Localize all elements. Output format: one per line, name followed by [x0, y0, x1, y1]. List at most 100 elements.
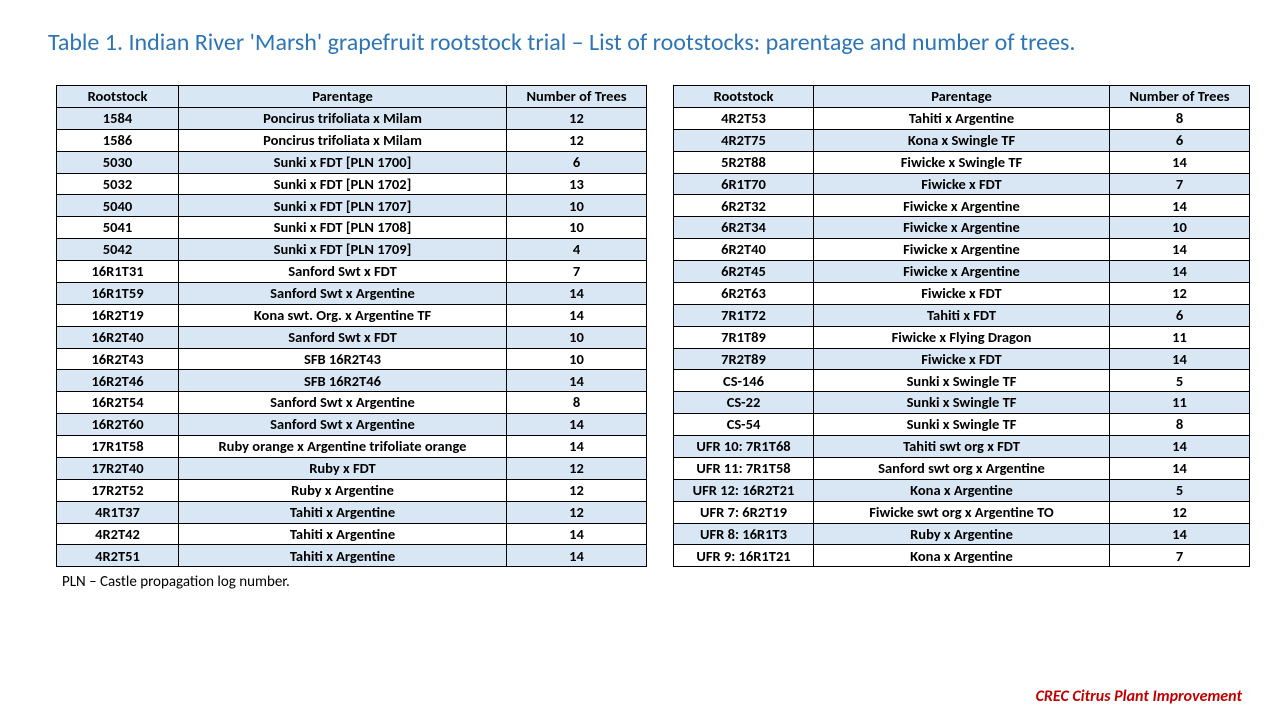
cell-rootstock: 16R2T40: [57, 326, 179, 348]
table-row: 7R1T89Fiwicke x Flying Dragon11: [674, 326, 1250, 348]
cell-rootstock: UFR 11: 7R1T58: [674, 457, 814, 479]
cell-parentage: Tahiti x Argentine: [179, 523, 507, 545]
cell-rootstock: 17R2T40: [57, 457, 179, 479]
table-row: 16R2T46SFB 16R2T4614: [57, 370, 647, 392]
table-header-row: Rootstock Parentage Number of Trees: [674, 86, 1250, 108]
table-row: 5030Sunki x FDT [PLN 1700]6: [57, 151, 647, 173]
cell-rootstock: 16R1T31: [57, 261, 179, 283]
cell-rootstock: UFR 9: 16R1T21: [674, 545, 814, 567]
cell-rootstock: 4R2T51: [57, 545, 179, 567]
table-row: 7R1T72Tahiti x FDT6: [674, 304, 1250, 326]
table-header-row: Rootstock Parentage Number of Trees: [57, 86, 647, 108]
cell-rootstock: UFR 8: 16R1T3: [674, 523, 814, 545]
cell-parentage: Fiwicke swt org x Argentine TO: [814, 501, 1110, 523]
cell-parentage: Sanford Swt x Argentine: [179, 282, 507, 304]
cell-rootstock: 1584: [57, 107, 179, 129]
cell-rootstock: UFR 10: 7R1T68: [674, 436, 814, 458]
cell-rootstock: 17R2T52: [57, 479, 179, 501]
cell-trees: 14: [507, 545, 647, 567]
table-row: 5032Sunki x FDT [PLN 1702]13: [57, 173, 647, 195]
cell-trees: 10: [507, 326, 647, 348]
cell-trees: 14: [507, 370, 647, 392]
cell-parentage: Fiwicke x FDT: [814, 173, 1110, 195]
cell-parentage: SFB 16R2T43: [179, 348, 507, 370]
footnote: PLN – Castle propagation log number.: [62, 573, 1240, 591]
cell-trees: 14: [507, 304, 647, 326]
cell-rootstock: 7R1T89: [674, 326, 814, 348]
cell-rootstock: 4R2T42: [57, 523, 179, 545]
table-row: 5R2T88Fiwicke x Swingle TF14: [674, 151, 1250, 173]
tables-container: Rootstock Parentage Number of Trees 1584…: [56, 85, 1240, 567]
table-row: 6R2T32Fiwicke x Argentine14: [674, 195, 1250, 217]
cell-parentage: Fiwicke x FDT: [814, 282, 1110, 304]
table-row: 4R1T37Tahiti x Argentine12: [57, 501, 647, 523]
cell-rootstock: 6R1T70: [674, 173, 814, 195]
cell-trees: 10: [507, 195, 647, 217]
cell-rootstock: 5041: [57, 217, 179, 239]
cell-trees: 6: [1110, 129, 1250, 151]
table-row: 1586Poncirus trifoliata x Milam12: [57, 129, 647, 151]
cell-rootstock: 16R1T59: [57, 282, 179, 304]
cell-trees: 8: [1110, 414, 1250, 436]
cell-parentage: Sunki x FDT [PLN 1700]: [179, 151, 507, 173]
cell-parentage: Fiwicke x FDT: [814, 348, 1110, 370]
cell-parentage: Sunki x FDT [PLN 1708]: [179, 217, 507, 239]
cell-parentage: Fiwicke x Flying Dragon: [814, 326, 1110, 348]
cell-rootstock: 4R1T37: [57, 501, 179, 523]
cell-rootstock: 7R2T89: [674, 348, 814, 370]
cell-parentage: Fiwicke x Swingle TF: [814, 151, 1110, 173]
table-row: 17R2T40Ruby x FDT12: [57, 457, 647, 479]
cell-parentage: Kona swt. Org. x Argentine TF: [179, 304, 507, 326]
cell-rootstock: 6R2T34: [674, 217, 814, 239]
cell-trees: 10: [507, 217, 647, 239]
cell-parentage: Sunki x FDT [PLN 1707]: [179, 195, 507, 217]
cell-rootstock: 17R1T58: [57, 436, 179, 458]
cell-parentage: Sunki x Swingle TF: [814, 392, 1110, 414]
table-row: 7R2T89Fiwicke x FDT14: [674, 348, 1250, 370]
page-title: Table 1. Indian River 'Marsh' grapefruit…: [48, 28, 1240, 57]
cell-rootstock: 6R2T45: [674, 261, 814, 283]
table-row: 5041Sunki x FDT [PLN 1708]10: [57, 217, 647, 239]
table-row: 4R2T51Tahiti x Argentine14: [57, 545, 647, 567]
cell-parentage: Poncirus trifoliata x Milam: [179, 107, 507, 129]
table-row: UFR 10: 7R1T68Tahiti swt org x FDT14: [674, 436, 1250, 458]
table-row: UFR 9: 16R1T21Kona x Argentine7: [674, 545, 1250, 567]
table-row: 6R2T63Fiwicke x FDT12: [674, 282, 1250, 304]
table-row: UFR 8: 16R1T3Ruby x Argentine14: [674, 523, 1250, 545]
cell-parentage: Sanford Swt x FDT: [179, 326, 507, 348]
cell-rootstock: 16R2T19: [57, 304, 179, 326]
cell-rootstock: 5040: [57, 195, 179, 217]
cell-trees: 12: [1110, 282, 1250, 304]
cell-parentage: Fiwicke x Argentine: [814, 217, 1110, 239]
cell-trees: 14: [1110, 457, 1250, 479]
rootstock-table-right: Rootstock Parentage Number of Trees 4R2T…: [673, 85, 1250, 567]
cell-rootstock: CS-146: [674, 370, 814, 392]
cell-rootstock: UFR 12: 16R2T21: [674, 479, 814, 501]
table-row: 5040Sunki x FDT [PLN 1707]10: [57, 195, 647, 217]
cell-trees: 7: [1110, 173, 1250, 195]
header-parentage: Parentage: [814, 86, 1110, 108]
cell-parentage: Sunki x FDT [PLN 1709]: [179, 239, 507, 261]
cell-trees: 12: [507, 129, 647, 151]
cell-parentage: Sunki x FDT [PLN 1702]: [179, 173, 507, 195]
cell-trees: 14: [1110, 436, 1250, 458]
cell-parentage: Sanford Swt x FDT: [179, 261, 507, 283]
cell-rootstock: 5042: [57, 239, 179, 261]
table-row: 16R1T31Sanford Swt x FDT7: [57, 261, 647, 283]
cell-trees: 12: [507, 501, 647, 523]
cell-rootstock: 5032: [57, 173, 179, 195]
cell-trees: 7: [507, 261, 647, 283]
cell-parentage: Ruby orange x Argentine trifoliate orang…: [179, 436, 507, 458]
cell-parentage: Fiwicke x Argentine: [814, 195, 1110, 217]
cell-trees: 10: [507, 348, 647, 370]
cell-parentage: Fiwicke x Argentine: [814, 261, 1110, 283]
cell-parentage: Kona x Swingle TF: [814, 129, 1110, 151]
cell-trees: 6: [507, 151, 647, 173]
cell-parentage: Sanford swt org x Argentine: [814, 457, 1110, 479]
table-row: 16R2T54Sanford Swt x Argentine8: [57, 392, 647, 414]
cell-parentage: Tahiti x FDT: [814, 304, 1110, 326]
cell-trees: 10: [1110, 217, 1250, 239]
cell-parentage: Tahiti swt org x FDT: [814, 436, 1110, 458]
cell-trees: 14: [1110, 151, 1250, 173]
cell-rootstock: 5R2T88: [674, 151, 814, 173]
